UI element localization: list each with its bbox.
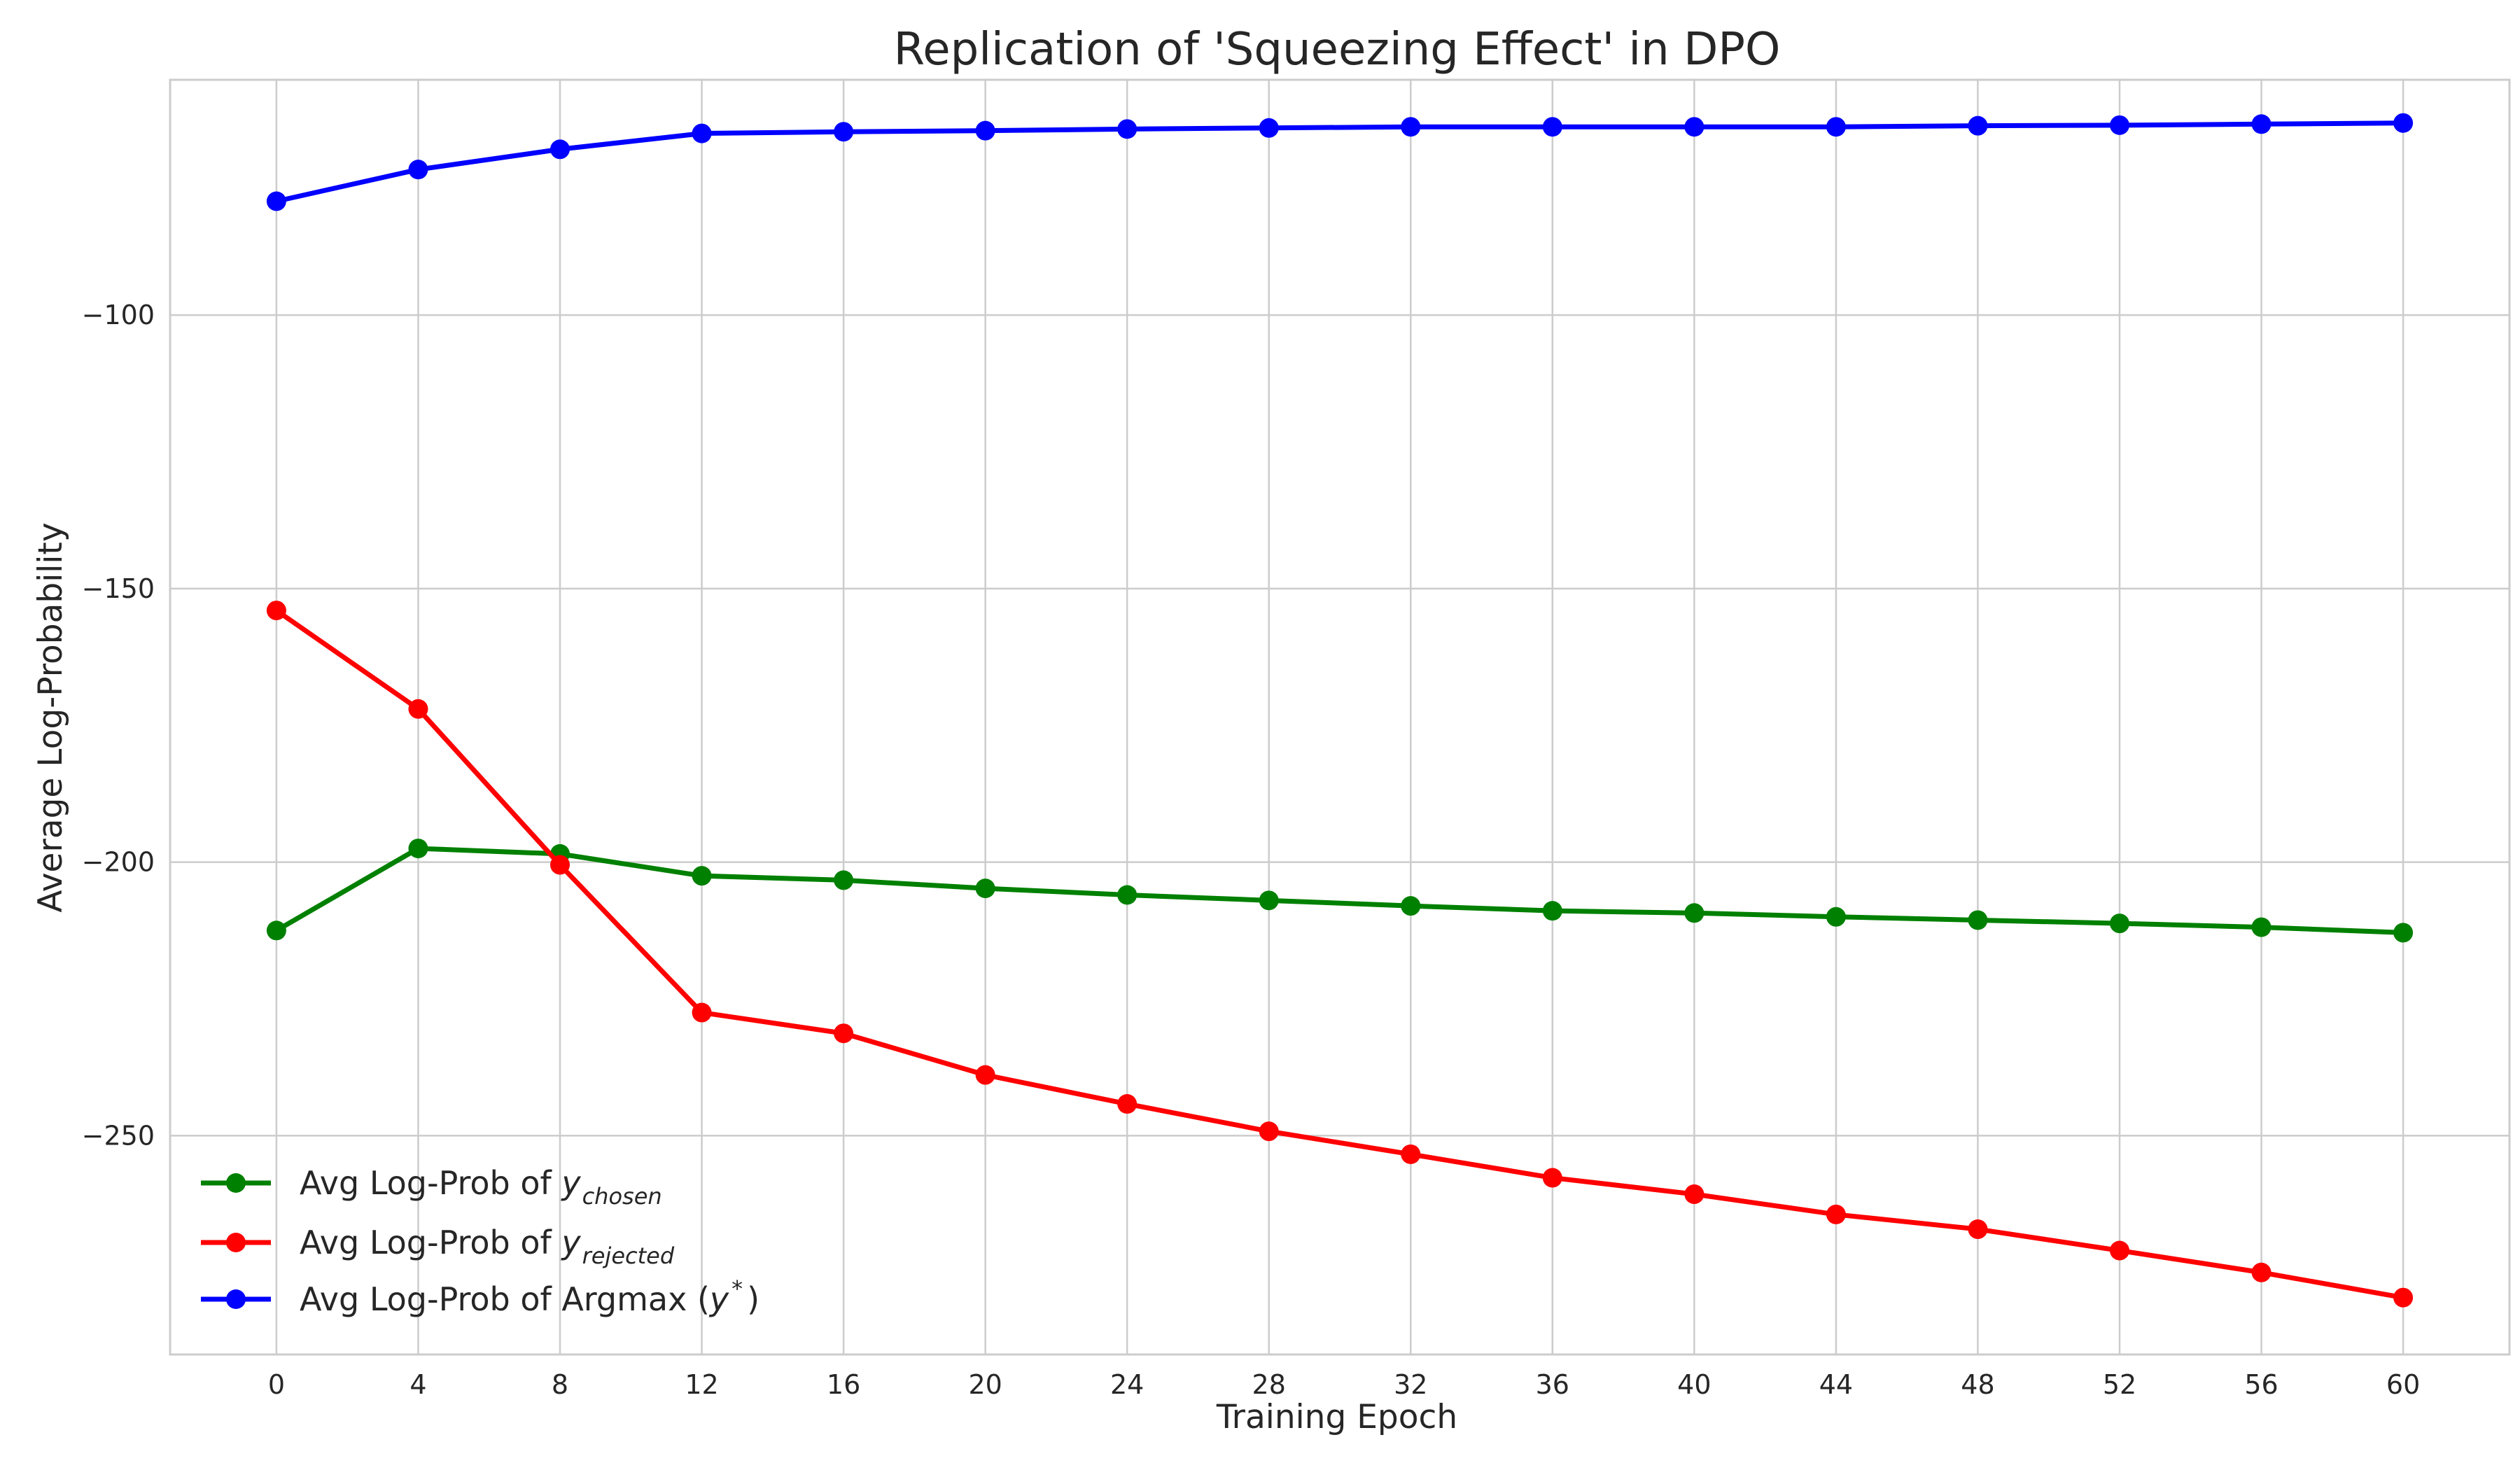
x-tick-label: 56 <box>2244 1369 2278 1400</box>
x-tick-labels: 0 4 8 12 16 20 24 28 32 36 40 44 48 52 56 60 <box>268 1369 2420 1400</box>
series-rejected <box>266 601 2414 1308</box>
data-point-chosen <box>834 870 854 890</box>
data-point-argmax <box>1684 117 1704 137</box>
legend-item-rejected: Avg Log-Prob of yrejected <box>201 1224 675 1269</box>
legend-marker-argmax <box>226 1289 246 1309</box>
data-point-chosen <box>2251 917 2272 937</box>
x-tick-label: 4 <box>410 1369 426 1400</box>
data-point-chosen <box>408 839 428 859</box>
data-point-chosen <box>1684 903 1704 923</box>
data-point-rejected <box>1542 1168 1562 1188</box>
plot-frame <box>169 78 2511 1356</box>
data-point-chosen <box>1117 885 1138 905</box>
data-point-rejected <box>2110 1240 2129 1261</box>
data-point-argmax <box>2393 113 2414 133</box>
x-tick-label: 8 <box>552 1369 568 1400</box>
data-point-rejected <box>1259 1121 1279 1142</box>
data-point-rejected <box>1117 1094 1138 1114</box>
legend-item-argmax: Avg Log-Prob of Argmax (y *) <box>201 1275 760 1318</box>
y-tick-label: −200 <box>82 847 155 878</box>
legend-label-chosen: Avg Log-Prob of ychosen <box>300 1164 662 1210</box>
data-point-rejected <box>2251 1262 2272 1282</box>
legend-label-argmax: Avg Log-Prob of Argmax (y *) <box>300 1275 760 1318</box>
data-point-rejected <box>692 1002 712 1023</box>
x-tick-label: 52 <box>2103 1369 2136 1400</box>
data-point-argmax <box>692 123 712 144</box>
x-tick-label: 60 <box>2386 1369 2420 1400</box>
series-argmax <box>266 113 2414 211</box>
data-point-chosen <box>1826 906 1846 927</box>
data-point-argmax <box>2110 115 2129 135</box>
series-line-chosen <box>274 846 2406 935</box>
y-tick-label: −100 <box>82 300 155 330</box>
x-tick-label: 28 <box>1252 1369 1286 1400</box>
grid <box>170 80 2510 1354</box>
data-point-argmax <box>1401 117 1421 137</box>
data-point-chosen <box>2110 913 2129 934</box>
legend-label-rejected: Avg Log-Prob of yrejected <box>300 1224 675 1269</box>
data-point-rejected <box>1968 1219 1988 1240</box>
data-point-rejected <box>1826 1204 1846 1224</box>
y-tick-label: −250 <box>82 1120 155 1151</box>
x-tick-label: 36 <box>1536 1369 1569 1400</box>
data-point-chosen <box>975 878 995 899</box>
data-point-chosen <box>1968 910 1988 930</box>
data-point-chosen <box>1542 901 1562 921</box>
data-point-argmax <box>975 120 995 141</box>
data-point-argmax <box>1259 118 1279 138</box>
legend-item-chosen: Avg Log-Prob of ychosen <box>201 1164 662 1210</box>
data-point-rejected <box>2393 1287 2414 1308</box>
data-point-argmax <box>1968 115 1988 136</box>
legend-marker-chosen <box>226 1173 246 1193</box>
data-point-chosen <box>692 866 712 886</box>
x-tick-label: 0 <box>268 1369 285 1400</box>
data-point-chosen <box>2393 923 2414 943</box>
data-point-rejected <box>550 855 570 875</box>
x-tick-label: 24 <box>1110 1369 1144 1400</box>
x-tick-label: 12 <box>685 1369 718 1400</box>
data-point-argmax <box>408 160 428 180</box>
data-point-rejected <box>1684 1184 1704 1205</box>
data-point-argmax <box>266 191 286 211</box>
data-point-rejected <box>975 1065 995 1085</box>
legend: Avg Log-Prob of ychosen Avg Log-Prob of y… <box>201 1164 760 1318</box>
data-point-argmax <box>834 122 854 142</box>
y-axis-label: Average Log-Probability <box>31 522 70 912</box>
y-tick-labels: −100 −150 −200 −250 <box>82 300 155 1151</box>
data-point-argmax <box>1542 117 1562 137</box>
data-point-rejected <box>266 601 286 621</box>
x-tick-label: 44 <box>1819 1369 1853 1400</box>
series-layer <box>266 113 2414 1308</box>
series-chosen <box>266 839 2414 943</box>
data-point-rejected <box>408 699 428 719</box>
data-point-argmax <box>550 139 570 160</box>
data-point-chosen <box>1259 890 1279 911</box>
data-point-argmax <box>1826 117 1846 137</box>
data-point-rejected <box>1401 1144 1421 1164</box>
series-line-rejected <box>274 608 2406 1301</box>
chart-title: Replication of 'Squeezing Effect' in DPO <box>894 24 1781 76</box>
x-tick-label: 40 <box>1677 1369 1711 1400</box>
x-tick-label: 32 <box>1394 1369 1427 1400</box>
legend-marker-rejected <box>226 1233 246 1252</box>
x-tick-label: 16 <box>827 1369 860 1400</box>
x-tick-label: 48 <box>1961 1369 1994 1400</box>
data-point-chosen <box>1401 896 1421 916</box>
data-point-argmax <box>2251 114 2272 134</box>
x-tick-label: 20 <box>968 1369 1002 1400</box>
data-point-chosen <box>266 920 286 941</box>
series-line-argmax <box>274 120 2406 204</box>
data-point-rejected <box>834 1023 854 1044</box>
y-tick-label: −150 <box>82 573 155 604</box>
x-axis-label: Training Epoch <box>1216 1398 1457 1436</box>
data-point-argmax <box>1117 119 1138 139</box>
